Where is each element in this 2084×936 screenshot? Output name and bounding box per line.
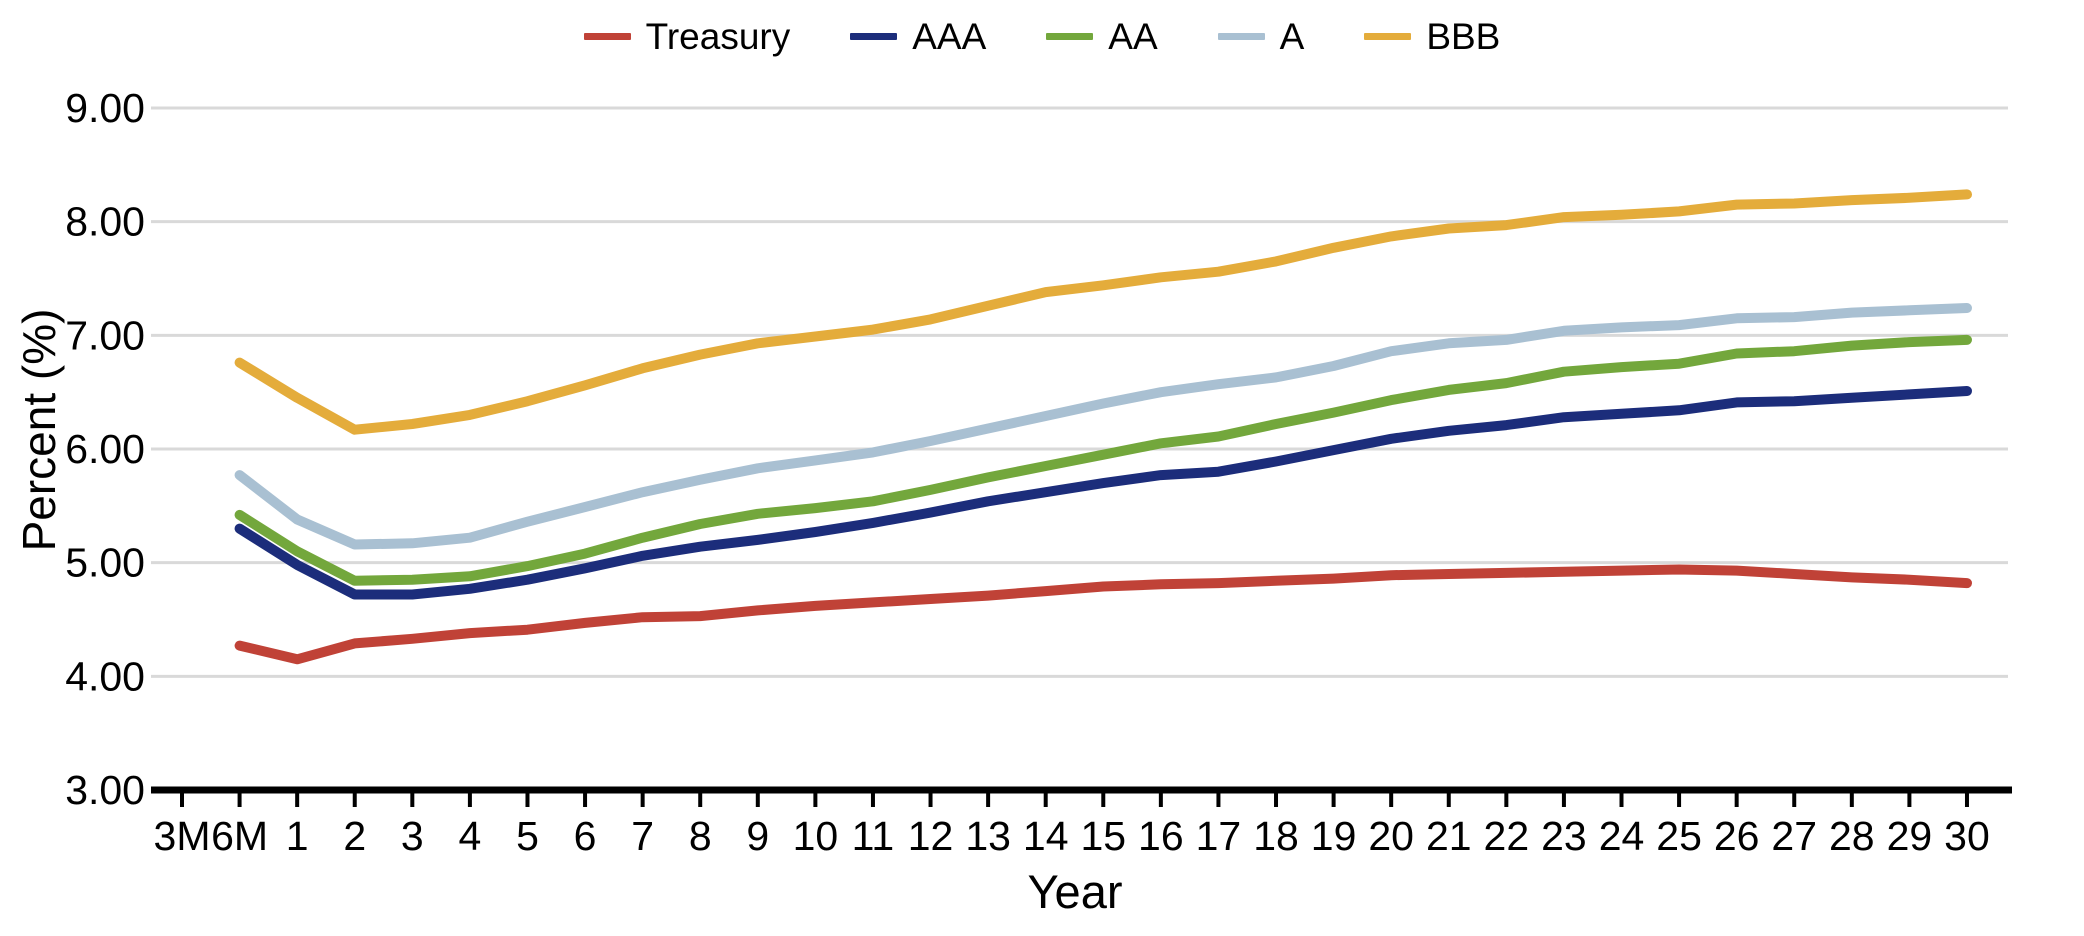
legend-label-aa: AA (1108, 16, 1158, 57)
x-tick-label: 11 (852, 813, 895, 859)
a-line-swatch-icon (1217, 33, 1265, 40)
y-tick-label: 4.00 (65, 653, 145, 699)
x-tick-label: 8 (689, 813, 712, 859)
series-line-a (234, 303, 1972, 550)
x-tick-label: 13 (965, 813, 1011, 859)
y-tick-label: 9.00 (65, 85, 145, 131)
x-axis-title: Year (1027, 865, 1123, 918)
legend-label-bbb: BBB (1426, 16, 1501, 57)
x-tick-label: 17 (1196, 813, 1242, 859)
legend-item-bbb: BBB (1364, 18, 1500, 55)
x-tick-label: 22 (1484, 813, 1530, 859)
y-tick-label: 6.00 (65, 426, 145, 472)
x-tick-label: 18 (1253, 813, 1299, 859)
y-tick-label: 7.00 (65, 312, 145, 358)
x-tick-label: 15 (1080, 813, 1126, 859)
series-line-aaa (234, 386, 1972, 600)
y-tick-label: 8.00 (65, 199, 145, 245)
x-tick-label: 20 (1368, 813, 1414, 859)
legend-item-a: A (1217, 16, 1305, 57)
x-tick-label: 7 (631, 813, 654, 859)
x-tick-label: 5 (516, 813, 539, 859)
legend-item-aa: AA (1046, 16, 1158, 57)
x-tick-label: 23 (1541, 813, 1587, 859)
series-line-aa (234, 334, 1972, 586)
x-tick-label: 6 (574, 813, 597, 859)
treasury-line-swatch-icon (583, 33, 631, 40)
x-tick-label: 26 (1714, 813, 1760, 859)
series-line-treasury (234, 564, 1972, 665)
y-tick-label: 5.00 (65, 540, 145, 586)
y-axis-title: Percent (%) (13, 308, 65, 552)
x-tick-label: 24 (1599, 813, 1645, 859)
legend-item-treasury: Treasury (583, 16, 791, 57)
x-tick-label: 12 (908, 813, 954, 859)
x-tick-label: 9 (746, 813, 769, 859)
x-tick-label: 10 (793, 813, 839, 859)
legend-label-treasury: Treasury (645, 16, 791, 57)
aaa-line-swatch-icon (850, 33, 898, 40)
x-tick-label: 27 (1771, 813, 1817, 859)
x-tick-label: 4 (458, 813, 481, 859)
x-tick-label: 25 (1656, 813, 1702, 859)
series-line-bbb (234, 189, 1972, 435)
x-tick-label: 1 (286, 813, 309, 859)
chart-legend: Treasury AAA AA A BBB (0, 18, 2084, 55)
x-tick-label: 2 (343, 813, 366, 859)
y-tick-label: 3.00 (65, 767, 145, 813)
x-tick-label: 14 (1023, 813, 1069, 859)
legend-label-aaa: AAA (912, 16, 987, 57)
legend-item-aaa: AAA (850, 18, 986, 55)
legend-label-a: A (1279, 16, 1305, 57)
bbb-line-swatch-icon (1364, 33, 1412, 40)
x-tick-label: 30 (1944, 813, 1990, 859)
x-tick-label: 21 (1426, 813, 1472, 859)
x-tick-label: 28 (1829, 813, 1875, 859)
aa-line-swatch-icon (1046, 33, 1094, 40)
x-tick-label: 3M (154, 813, 211, 859)
x-tick-label: 29 (1887, 813, 1933, 859)
x-tick-label: 3 (401, 813, 424, 859)
x-tick-label: 16 (1138, 813, 1184, 859)
x-tick-label: 6M (211, 813, 268, 859)
x-tick-label: 19 (1311, 813, 1357, 859)
